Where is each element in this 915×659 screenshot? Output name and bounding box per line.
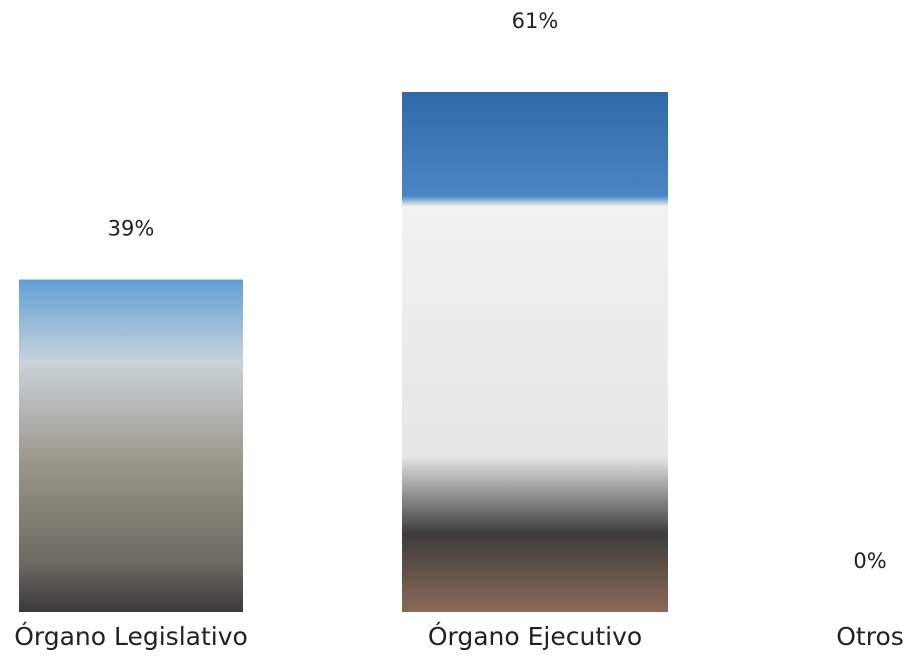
value-label: 39% [108,217,155,241]
bar-image [19,279,243,612]
value-label: 61% [512,9,559,33]
category-label: Órgano Legislativo [14,621,248,651]
category-label: Órgano Ejecutivo [428,621,642,651]
bar-image [402,92,668,612]
category-label: Otros [836,622,904,651]
value-label: 0% [853,549,886,573]
